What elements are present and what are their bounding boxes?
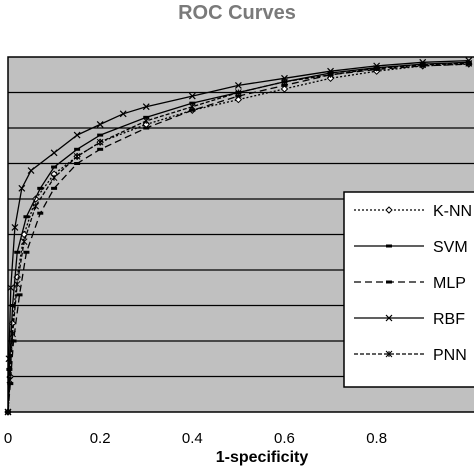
data-point — [327, 71, 334, 79]
legend-entry: PNN — [354, 347, 467, 364]
data-point — [235, 89, 242, 96]
data-point — [281, 78, 288, 86]
data-point — [16, 293, 23, 297]
legend-marker — [385, 206, 393, 214]
x-tick-label: 0.4 — [182, 430, 203, 447]
data-point — [6, 367, 13, 371]
x-tick-label: 0.6 — [274, 430, 295, 447]
data-point — [20, 238, 28, 245]
data-point — [96, 138, 104, 146]
legend-entry: MLP — [354, 275, 466, 292]
data-point — [9, 304, 16, 307]
legend-entry: K-NN — [354, 203, 472, 220]
data-point — [97, 133, 104, 137]
data-point — [73, 153, 81, 160]
legend: K-NN SVM MLP RBF PNN — [343, 191, 474, 388]
data-point — [234, 95, 243, 104]
legend-label: K-NN — [433, 203, 472, 220]
legend-label: PNN — [433, 347, 467, 364]
data-point — [7, 284, 15, 292]
data-point — [32, 202, 40, 210]
data-point — [6, 376, 14, 384]
x-tick-label: 0.8 — [366, 430, 387, 447]
data-point — [13, 280, 21, 288]
data-point — [11, 223, 19, 231]
roc-curves — [4, 57, 473, 416]
data-point — [281, 83, 288, 87]
data-point — [119, 110, 127, 118]
data-point — [37, 186, 44, 190]
data-point — [23, 215, 30, 219]
data-point — [23, 250, 30, 254]
data-point — [74, 162, 81, 165]
x-tick-label: 0.2 — [90, 430, 111, 447]
legend-marker — [386, 244, 392, 248]
data-point — [235, 94, 242, 98]
data-point — [465, 60, 473, 67]
data-point — [10, 339, 17, 343]
legend-label: MLP — [433, 275, 466, 292]
data-point — [234, 81, 242, 89]
data-point — [37, 211, 44, 215]
data-point — [96, 121, 104, 128]
data-point — [188, 92, 196, 100]
data-point — [143, 126, 150, 130]
data-point — [97, 147, 104, 151]
roc-curve-line — [7, 63, 469, 413]
data-point — [51, 186, 58, 190]
data-point — [4, 408, 12, 416]
legend-entry: RBF — [354, 311, 465, 328]
data-point — [142, 117, 150, 125]
data-point — [373, 65, 380, 72]
legend-label: SVM — [433, 239, 468, 256]
data-point — [142, 103, 150, 111]
data-point — [14, 250, 21, 254]
x-tick-label: 0 — [4, 430, 12, 447]
data-point — [189, 101, 196, 105]
x-axis-label: 1-specificity — [216, 449, 309, 466]
data-point — [188, 103, 196, 111]
data-point — [189, 108, 196, 112]
legend-label: RBF — [433, 311, 465, 328]
series-pnn — [4, 60, 473, 416]
legend-entry: SVM — [354, 239, 468, 256]
data-point — [50, 174, 58, 182]
roc-curve-line — [7, 59, 469, 413]
data-point — [9, 330, 16, 338]
legend-marker — [385, 350, 393, 358]
legend-marker — [385, 314, 393, 322]
data-point — [419, 61, 427, 69]
chart-title: ROC Curves — [178, 2, 296, 24]
x-axis-ticks: 0 0.2 0.4 0.6 0.8 — [4, 430, 387, 447]
data-point — [18, 184, 26, 192]
data-point — [74, 147, 81, 151]
data-point — [73, 131, 81, 139]
data-point — [50, 149, 58, 157]
data-point — [51, 165, 58, 169]
data-point — [280, 85, 289, 93]
legend-marker — [386, 280, 392, 284]
data-point — [7, 382, 14, 386]
data-point — [27, 167, 35, 175]
series-rbf — [4, 57, 473, 416]
data-point — [143, 115, 150, 119]
